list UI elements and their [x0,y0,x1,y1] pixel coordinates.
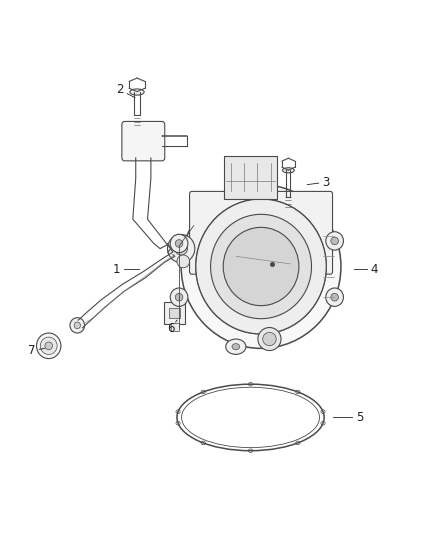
Text: 6: 6 [167,322,174,335]
Ellipse shape [40,337,57,354]
Ellipse shape [223,228,299,305]
Ellipse shape [167,235,195,263]
Ellipse shape [45,342,53,350]
Text: 1: 1 [112,263,120,276]
Ellipse shape [175,293,183,301]
Ellipse shape [326,232,343,250]
Bar [170,309,180,318]
FancyBboxPatch shape [122,122,165,161]
Ellipse shape [331,293,339,301]
Text: 4: 4 [371,263,378,276]
Text: 3: 3 [322,175,330,189]
Ellipse shape [232,344,240,350]
Ellipse shape [175,242,187,255]
Ellipse shape [36,333,61,359]
Bar [171,324,179,331]
Ellipse shape [226,339,246,354]
Text: 7: 7 [28,344,35,358]
FancyBboxPatch shape [224,156,277,199]
Ellipse shape [196,199,326,334]
Ellipse shape [170,288,188,306]
Bar [164,302,185,324]
Text: 2: 2 [117,84,124,96]
Ellipse shape [211,214,311,319]
Ellipse shape [177,255,190,268]
Ellipse shape [196,199,326,334]
Ellipse shape [74,322,81,329]
Ellipse shape [70,318,85,333]
Ellipse shape [211,214,311,319]
Ellipse shape [175,240,183,247]
Ellipse shape [283,168,294,173]
Ellipse shape [258,327,281,351]
Ellipse shape [263,333,276,346]
Ellipse shape [181,184,341,349]
Ellipse shape [326,288,343,306]
Ellipse shape [130,89,144,95]
Ellipse shape [170,235,188,253]
FancyBboxPatch shape [190,191,332,274]
Text: 5: 5 [356,411,364,424]
Ellipse shape [331,237,339,245]
Ellipse shape [223,228,299,305]
